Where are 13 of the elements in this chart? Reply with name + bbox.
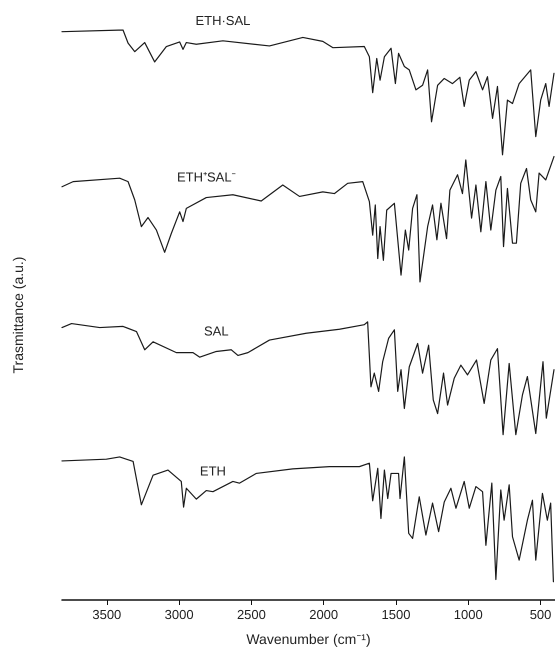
x-tick-label: 3500 — [92, 607, 122, 622]
x-tick-label: 1500 — [382, 607, 410, 622]
series-label: ETH — [200, 464, 226, 479]
series-label: SAL — [204, 323, 229, 338]
x-tick-label: 500 — [530, 607, 552, 622]
series-label: ETH⁺SAL⁻ — [176, 170, 236, 185]
x-tick-label: 2000 — [309, 607, 338, 622]
y-axis-title: Trasmittance (a.u.) — [10, 256, 26, 374]
x-tick-label: 3000 — [164, 607, 194, 622]
x-axis-title: Wavenumber (cm⁻¹) — [246, 631, 371, 647]
x-tick-label: 1000 — [454, 607, 483, 622]
x-tick-label: 2500 — [236, 607, 266, 622]
series-label: ETH·SAL — [195, 12, 250, 28]
